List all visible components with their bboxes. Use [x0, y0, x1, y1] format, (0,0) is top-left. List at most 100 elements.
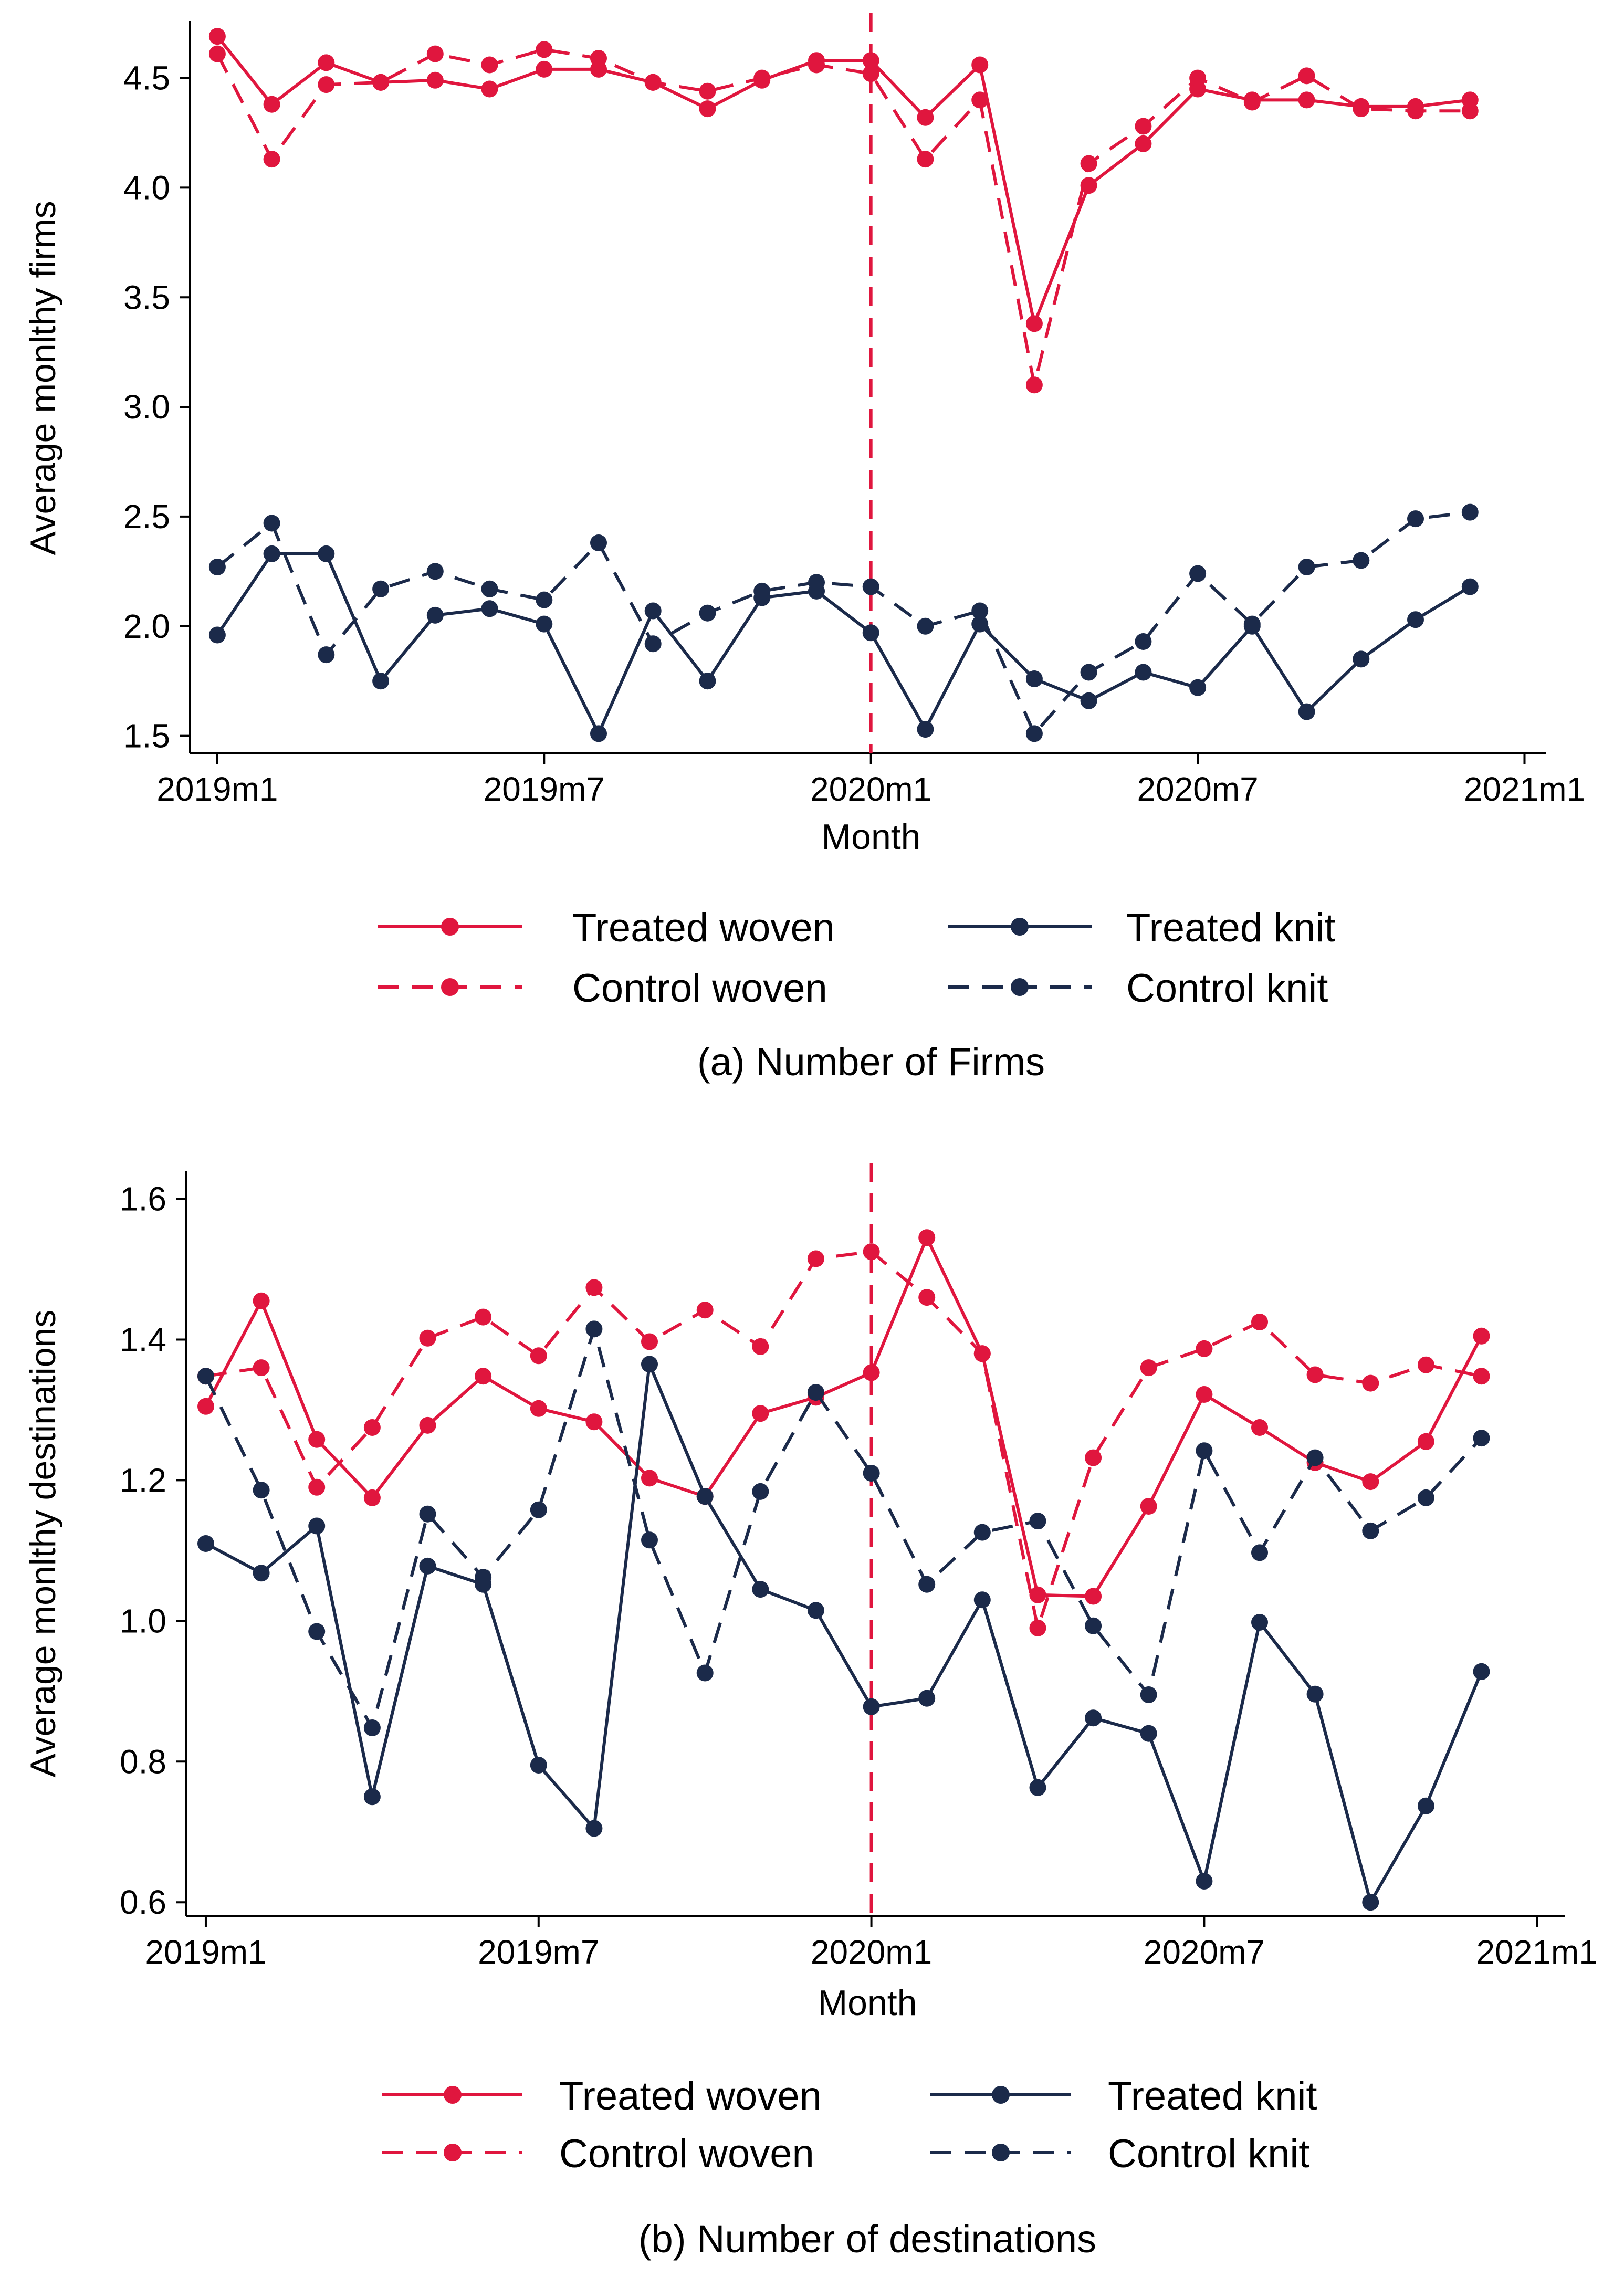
panel-b-point-control-woven [1362, 1374, 1379, 1392]
panel-b-point-control-knit [696, 1664, 714, 1682]
panel-b-point-control-knit [863, 1465, 880, 1482]
panel-b-point-control-knit [973, 1524, 991, 1541]
panel-b-point-control-knit [1029, 1513, 1046, 1530]
panel-a-legend-label-treated-woven: Treated woven [572, 906, 835, 950]
panel-b-point-treated-woven [1029, 1586, 1046, 1603]
panel-b-point-treated-knit [1473, 1663, 1490, 1680]
panel-a-point-control-woven [263, 151, 280, 168]
panel-a-point-treated-woven [481, 80, 498, 98]
panel-b-point-treated-knit [807, 1602, 824, 1619]
panel-a-legend-label-treated-knit: Treated knit [1126, 906, 1335, 950]
panel-a-point-control-woven [536, 41, 553, 58]
panel-b-line-treated-knit [205, 1362, 1483, 1904]
panel-b-point-control-knit [1251, 1544, 1268, 1561]
panel-b-point-treated-knit [641, 1356, 658, 1373]
panel-b-series-control-woven [197, 1243, 1490, 1636]
panel-b-point-treated-knit [253, 1565, 270, 1582]
panel-b-point-treated-woven [863, 1364, 880, 1381]
panel-b-point-treated-woven [1196, 1386, 1213, 1403]
panel-b-series [197, 1229, 1490, 1911]
panel-a-point-treated-knit [1298, 703, 1315, 720]
panel-b-legend-label-control-knit: Control knit [1108, 2132, 1309, 2176]
panel-a-y-axis-title: Average monlthy firms [23, 201, 63, 555]
panel-a-y-tick-label: 4.5 [123, 59, 170, 97]
panel-b-point-control-knit [752, 1483, 769, 1500]
panel-b-y-tick-label: 1.0 [120, 1602, 166, 1640]
panel-b-point-control-woven [530, 1347, 547, 1365]
panel-a-point-treated-woven [699, 100, 716, 118]
panel-a-point-control-woven [971, 91, 989, 109]
panel-a-point-control-knit [1243, 615, 1261, 633]
panel-a-point-treated-woven [1298, 91, 1315, 109]
panel-b-point-treated-woven [918, 1229, 936, 1246]
panel-b-point-control-knit [1362, 1522, 1379, 1539]
panel-a-x-axis-title: Month [822, 817, 921, 857]
panel-a-point-treated-woven [208, 28, 226, 45]
panel-a-point-treated-knit [318, 545, 335, 562]
panel-a-point-control-woven [590, 50, 607, 67]
panel-a-point-control-woven [1298, 67, 1315, 85]
panel-a-point-treated-knit [263, 545, 280, 562]
panel-a-point-treated-knit [699, 673, 716, 690]
panel-a-legend-item-control-knit: Control knit [948, 966, 1328, 1011]
panel-b-point-treated-knit [1029, 1779, 1046, 1796]
panel-b-point-control-knit [363, 1719, 381, 1736]
panel-b-legend-item-control-knit: Control knit [930, 2132, 1309, 2176]
panel-a-point-treated-knit [862, 624, 879, 642]
panel-b-legend-item-treated-woven: Treated woven [382, 2074, 822, 2118]
panel-b-legend-marker-control-woven [444, 2144, 462, 2161]
panel-b-point-control-knit [1196, 1442, 1213, 1460]
panel-b-point-treated-woven [1085, 1588, 1102, 1605]
panel-a-point-control-knit [971, 602, 989, 620]
panel-a-point-control-woven [1353, 100, 1370, 118]
panel-a-point-treated-knit [1189, 679, 1207, 696]
panel-b-legend-marker-treated-woven [444, 2086, 462, 2104]
panel-a-point-control-woven [372, 74, 390, 91]
panel-b-point-treated-knit [308, 1517, 326, 1535]
panel-b-legend-item-treated-knit: Treated knit [930, 2074, 1317, 2118]
panel-a-point-control-woven [699, 82, 716, 100]
panel-a-point-treated-woven [1135, 135, 1152, 152]
panel-b-point-control-knit [1085, 1617, 1102, 1634]
panel-a-point-control-knit [1353, 552, 1370, 569]
panel-b-y-tick-label: 1.4 [120, 1321, 166, 1359]
panel-b-y-tick-label: 0.8 [120, 1743, 166, 1780]
panel-b-point-treated-woven [197, 1398, 214, 1415]
panel-b-point-control-woven [752, 1338, 769, 1355]
panel-a-point-control-knit [318, 646, 335, 664]
panel-b-point-control-woven [918, 1289, 936, 1306]
panel-b-point-treated-knit [918, 1690, 936, 1707]
panel-b-point-control-woven [475, 1308, 492, 1326]
panel-a-point-control-knit [590, 534, 607, 551]
panel-a-y-tick-label: 2.5 [123, 498, 170, 536]
panel-b-point-treated-woven [1251, 1419, 1268, 1436]
panel-b-point-treated-knit [1196, 1873, 1213, 1890]
panel-b-point-treated-knit [696, 1488, 714, 1505]
panel-a-legend-marker-treated-knit [1011, 918, 1029, 936]
panel-b-legend-marker-treated-knit [992, 2086, 1010, 2104]
panel-a-point-control-woven [1135, 118, 1152, 135]
panel-a-point-control-knit [481, 580, 498, 597]
panel-a-point-treated-woven [917, 109, 934, 126]
panel-a-point-treated-woven [426, 71, 444, 89]
panel-a-y-tick-label: 2.0 [123, 607, 170, 645]
panel-b-point-control-woven [1196, 1340, 1213, 1357]
panel-a-x-tick-label: 2019m7 [484, 770, 605, 808]
panel-a-point-control-knit [1189, 565, 1207, 582]
panel-a-point-control-knit [699, 604, 716, 622]
panel-a-point-control-knit [208, 559, 226, 575]
panel-a-series [208, 28, 1479, 742]
panel-a-point-treated-knit [1407, 611, 1424, 628]
panel-a-point-control-knit [917, 617, 934, 635]
panel-b-point-control-knit [308, 1623, 326, 1640]
panel-a-point-treated-knit [917, 721, 934, 738]
panel-a-y-tick-label: 3.0 [123, 388, 170, 426]
panel-a-point-control-woven [1407, 102, 1424, 120]
panel-a-point-treated-woven [971, 56, 989, 74]
panel-b-x-axis-title: Month [818, 1983, 917, 2023]
panel-b-point-treated-knit [863, 1698, 880, 1715]
panel-b-point-control-woven [585, 1279, 603, 1296]
panel-a-point-control-knit [1080, 664, 1097, 681]
panel-b-point-treated-knit [585, 1820, 603, 1837]
panel-a-point-treated-knit [1025, 670, 1043, 687]
